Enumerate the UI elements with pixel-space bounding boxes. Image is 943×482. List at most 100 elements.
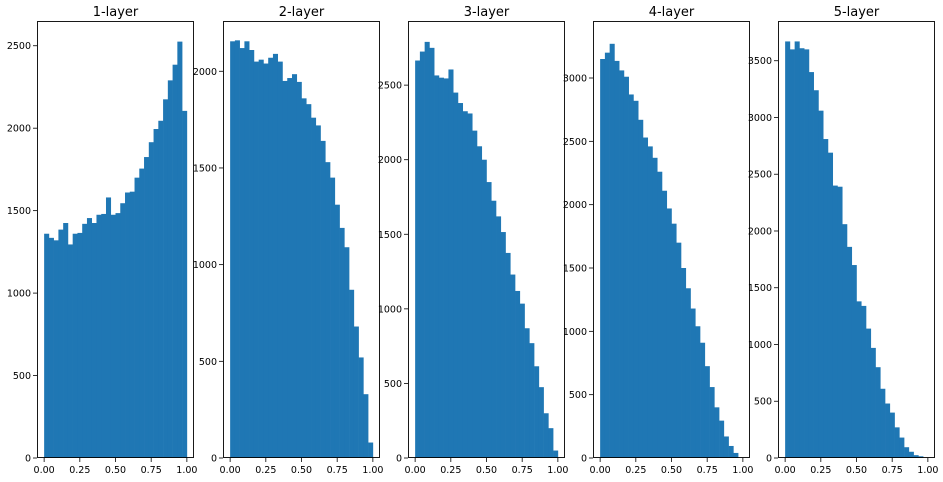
axes-frame (223, 21, 380, 458)
subplot-title: 1-layer (93, 5, 139, 20)
histogram-bar (148, 142, 154, 458)
histogram-bar (268, 57, 274, 458)
histogram-bar (534, 366, 540, 458)
y-tick-label: 0 (396, 454, 402, 465)
x-tick-label: 0.50 (846, 465, 867, 476)
y-tick-label: 1500 (748, 283, 772, 294)
histogram-bar (609, 43, 615, 459)
histogram-bar (239, 48, 245, 458)
y-tick-label: 0 (25, 454, 31, 465)
y-tick-label: 1500 (193, 163, 217, 174)
x-tick-label: 0.75 (512, 465, 533, 476)
x-tick-label: 1.00 (362, 465, 383, 476)
subplot-title: 2-layer (279, 5, 325, 20)
y-tick-label: 500 (13, 371, 31, 382)
histogram-bar (700, 342, 706, 458)
y-tick-label: 3500 (748, 56, 772, 67)
y-tick-label: 3000 (563, 74, 587, 85)
histogram-bar (63, 223, 69, 458)
axes-frame (593, 21, 750, 458)
histogram-bar (728, 445, 734, 458)
histogram-bar (519, 303, 525, 458)
histogram-bar (823, 139, 829, 458)
histogram-bar (685, 288, 691, 458)
histogram-bar (244, 41, 250, 458)
subplot-title: 3-layer (464, 5, 510, 20)
histogram-bar (120, 203, 126, 458)
histogram-bar (349, 289, 355, 458)
x-tick-label: 0.25 (69, 465, 90, 476)
histogram-bar (808, 72, 814, 459)
histogram-bar (144, 157, 150, 458)
histogram-bar (785, 41, 791, 459)
histogram-bar (889, 412, 895, 458)
histogram-bar (657, 171, 663, 458)
histogram-bar (296, 81, 302, 458)
histogram-bar (96, 214, 102, 458)
histogram-bar (429, 47, 435, 459)
histogram-bar (908, 451, 914, 458)
histogram-bar (733, 452, 739, 458)
x-tick-label: 0.75 (697, 465, 718, 476)
histogram-bar (619, 70, 625, 459)
histogram-bar (48, 237, 54, 458)
histogram-bar (804, 49, 810, 459)
histogram-bar (263, 63, 269, 458)
y-tick-label: 0 (581, 454, 587, 465)
histogram-bar (453, 92, 459, 458)
histogram-bar (282, 80, 288, 458)
y-tick-label: 500 (384, 379, 402, 390)
y-tick-label: 1500 (563, 264, 587, 275)
y-tick-label: 500 (569, 390, 587, 401)
histogram-bar (628, 94, 634, 458)
y-tick-label: 2500 (7, 41, 31, 52)
histogram-bar (510, 274, 516, 458)
y-tick-label: 500 (199, 357, 217, 368)
histogram-bar (172, 64, 178, 458)
x-tick-label: 0.25 (625, 465, 646, 476)
y-tick-label: 1500 (7, 206, 31, 217)
axes-frame (778, 21, 935, 458)
histogram-bar (794, 41, 800, 459)
y-tick-label: 2000 (193, 67, 217, 78)
histogram-bar (101, 213, 107, 458)
histogram-bar (676, 242, 682, 458)
histogram-bar (695, 326, 701, 458)
histogram-bar (291, 74, 298, 459)
x-tick-label: 0.75 (882, 465, 903, 476)
histogram-bar (846, 246, 853, 458)
histogram-bar (230, 41, 236, 458)
histogram-bar (325, 162, 331, 459)
histogram-bar (86, 218, 93, 458)
x-tick-label: 0.50 (476, 465, 497, 476)
histogram-bar (690, 308, 696, 458)
histogram-bar (913, 455, 919, 458)
histogram-bar (353, 326, 359, 458)
histogram-bar (125, 192, 131, 458)
histogram-bar (182, 110, 188, 458)
histogram-bar (818, 110, 824, 458)
histogram-bar (880, 388, 886, 458)
y-tick-label: 1000 (378, 304, 402, 315)
histogram-bar (358, 357, 364, 458)
x-tick-label: 0.75 (141, 465, 162, 476)
x-tick-label: 1.00 (176, 465, 197, 476)
x-tick-label: 0.25 (440, 465, 461, 476)
histogram-bar (538, 387, 544, 458)
histogram-bar (44, 233, 50, 458)
x-tick-label: 0.50 (661, 465, 682, 476)
histogram-bar (368, 442, 374, 458)
histogram-bar (799, 48, 805, 459)
histogram-bar (671, 223, 677, 458)
y-tick-label: 3000 (748, 113, 772, 124)
histogram-bar (837, 186, 843, 458)
x-tick-label: 1.00 (917, 465, 938, 476)
histogram-bar (234, 40, 240, 459)
histogram-bar (719, 420, 725, 458)
histogram-bar (415, 60, 421, 458)
histogram-bar (139, 168, 145, 458)
y-tick-label: 1500 (378, 230, 402, 241)
histogram-bar (476, 146, 483, 459)
histogram-bar (424, 41, 430, 458)
